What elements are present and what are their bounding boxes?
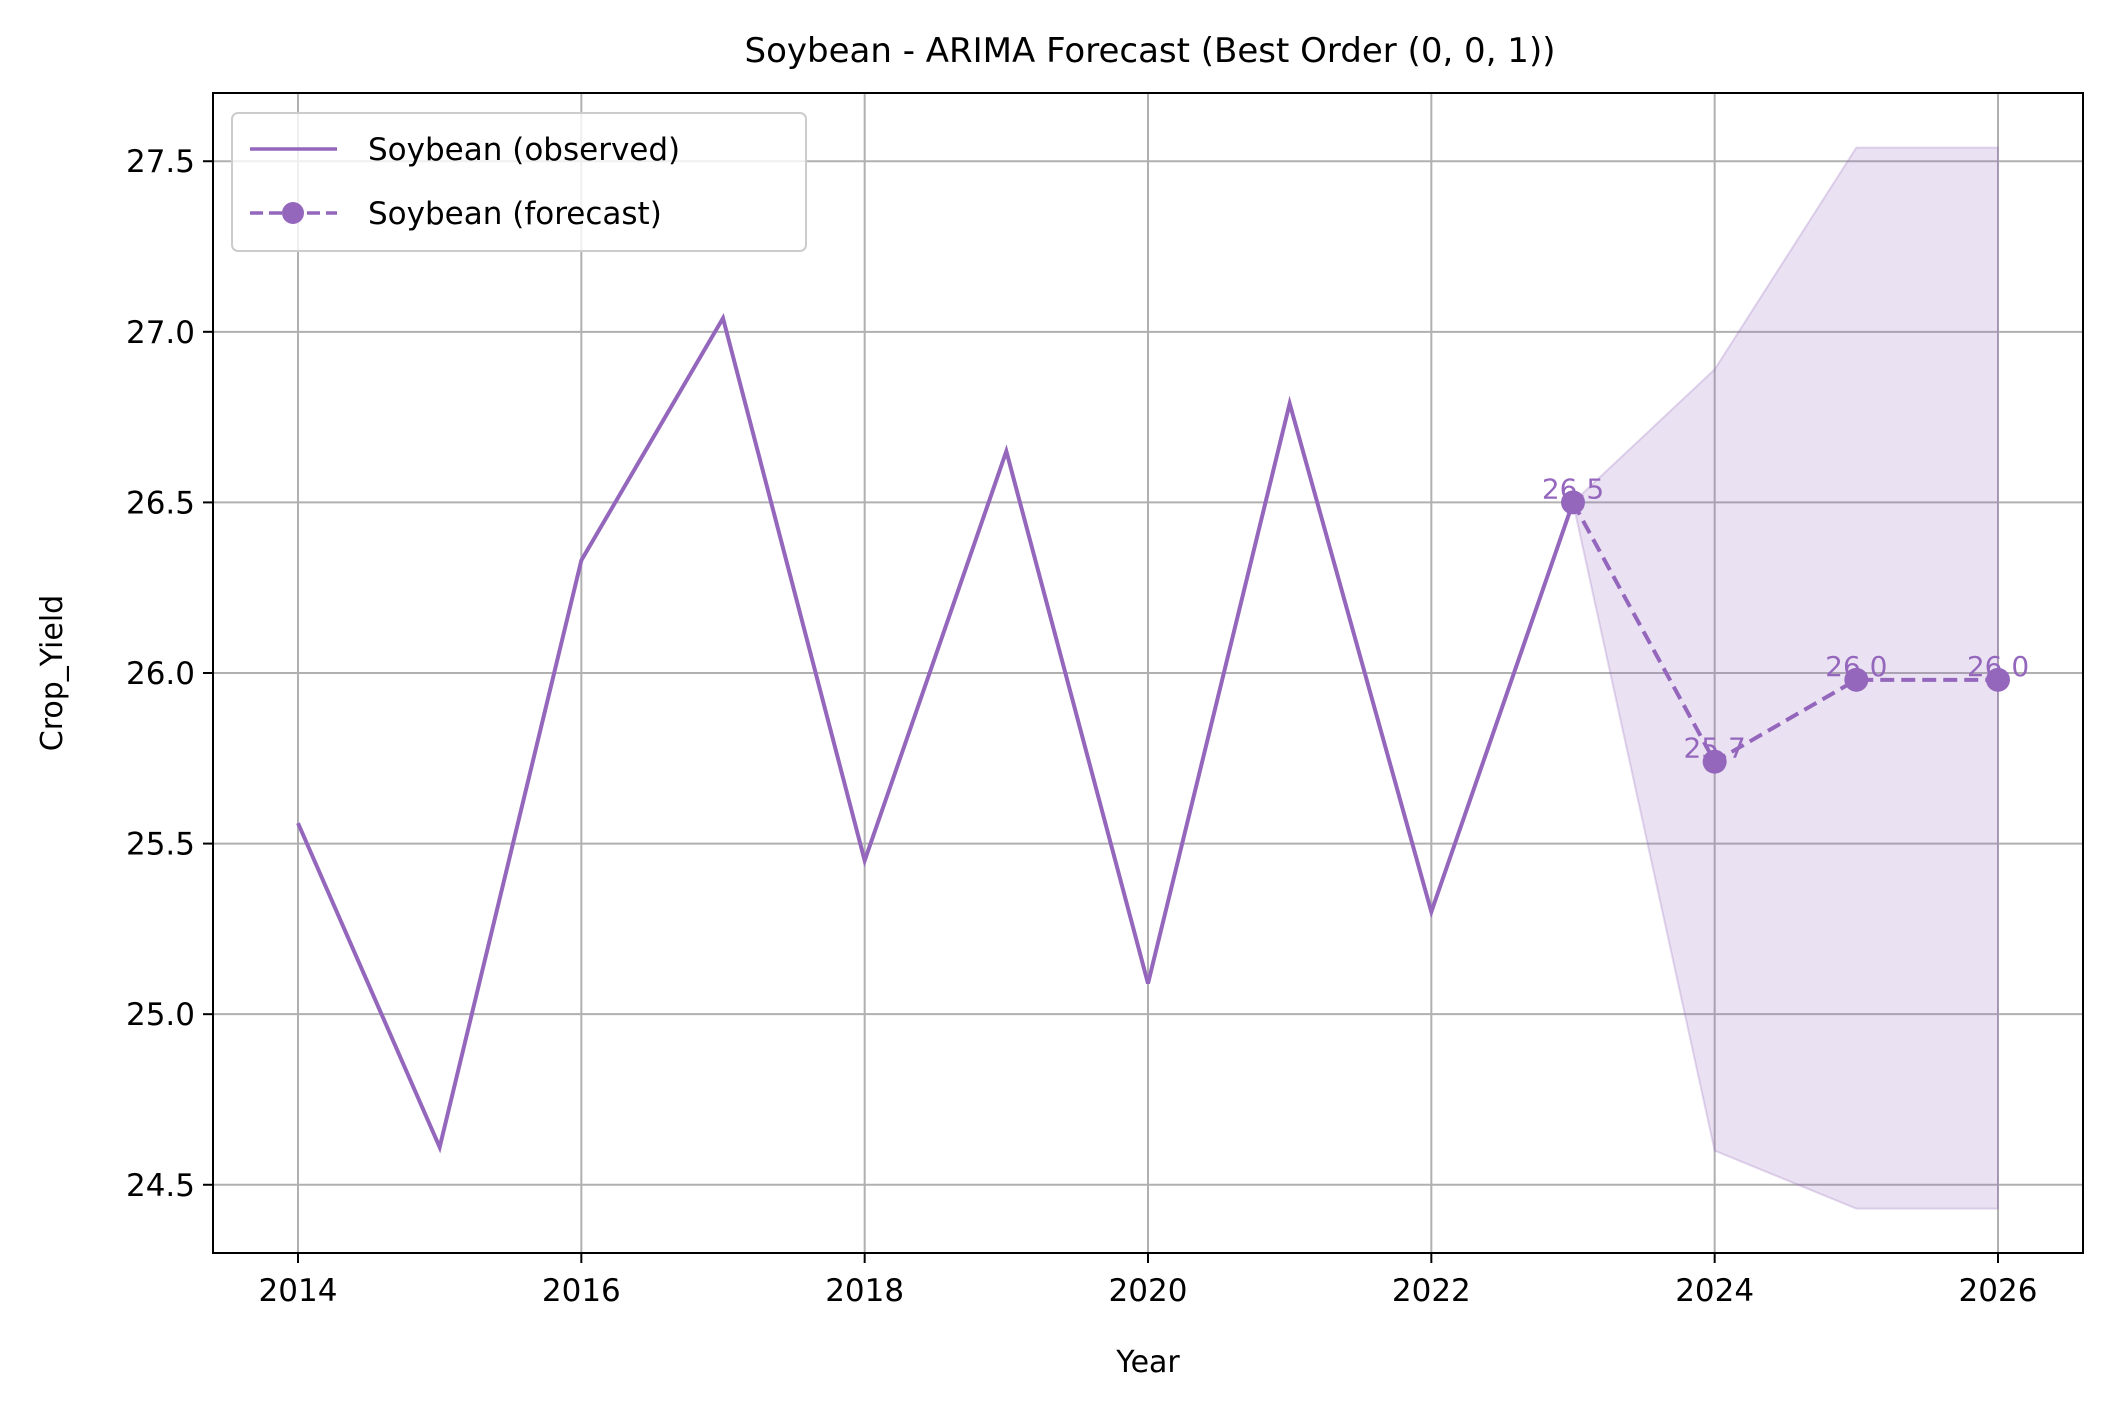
observed-line: [296, 312, 1575, 1154]
x-tick-label: 2026: [1959, 1273, 2038, 1309]
x-tick-label: 2018: [825, 1273, 904, 1309]
point-labels: 26.5 25.7 26.0 26.0: [1542, 472, 2029, 764]
x-axis: 2014 2016 2018 2020 2022 2024 2026: [259, 1253, 2038, 1309]
legend-observed-label: Soybean (observed): [368, 132, 680, 168]
grid: [213, 93, 2083, 1253]
y-tick-label: 27.0: [126, 315, 195, 351]
forecast-point: [1986, 667, 2010, 692]
y-tick-label: 24.5: [126, 1168, 195, 1204]
y-axis-label: Crop_Yield: [35, 595, 70, 751]
legend: Soybean (observed) Soybean (forecast): [231, 112, 807, 252]
y-tick-label: 25.5: [126, 827, 195, 863]
forecast-point-label: 26.0: [1825, 650, 1887, 683]
y-tick-label: 27.5: [126, 144, 195, 180]
chart-title: Soybean - ARIMA Forecast (Best Order (0,…: [745, 31, 1556, 71]
forecast-point: [1844, 667, 1869, 692]
y-tick-label: 25.0: [126, 997, 195, 1033]
forecast-line: [1571, 501, 1998, 765]
x-axis-label: Year: [1115, 1345, 1180, 1380]
legend-frame: [231, 112, 807, 252]
y-axis: 24.5 25.0 25.5 26.0 26.5 27.0 27.5: [126, 144, 213, 1204]
forecast-point-label: 25.7: [1683, 732, 1745, 765]
y-tick-label: 26.5: [126, 485, 195, 521]
legend-forecast-marker: [282, 202, 304, 224]
series-observed: [296, 312, 1575, 1154]
forecast-point: [1702, 749, 1727, 774]
forecast-point-label: 26.0: [1967, 650, 2029, 683]
forecast-point-label: 26.5: [1542, 472, 1604, 505]
x-tick-label: 2014: [259, 1273, 338, 1309]
x-tick-label: 2022: [1392, 1273, 1471, 1309]
forecast-point: [1561, 490, 1585, 515]
y-tick-label: 26.0: [126, 656, 195, 692]
legend-forecast-label: Soybean (forecast): [368, 196, 662, 232]
series-forecast: [1561, 490, 2010, 774]
x-tick-label: 2020: [1109, 1273, 1188, 1309]
x-tick-label: 2016: [542, 1273, 621, 1309]
x-tick-label: 2024: [1675, 1273, 1754, 1309]
